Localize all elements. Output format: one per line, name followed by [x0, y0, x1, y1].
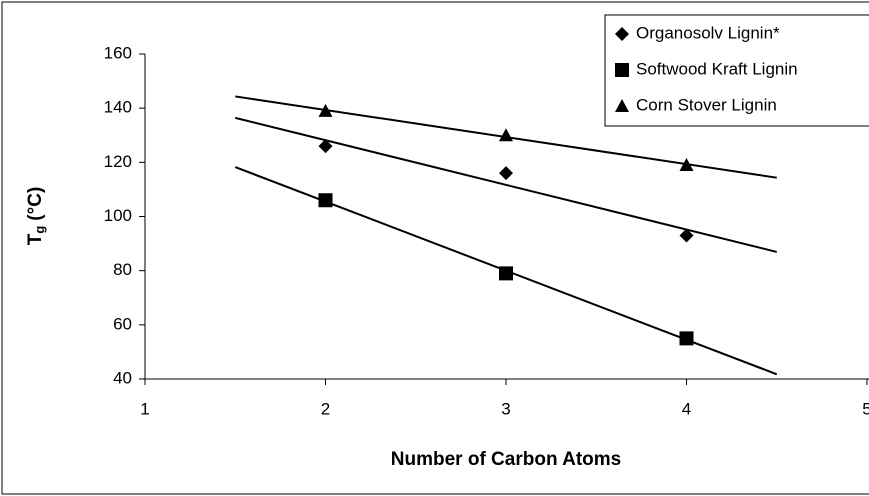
x-tick-label: 3	[501, 399, 510, 418]
marker-square	[615, 63, 629, 77]
y-tick-label: 60	[113, 314, 132, 333]
marker-triangle	[615, 99, 629, 112]
marker-diamond	[615, 27, 629, 41]
marker-square	[499, 266, 513, 281]
legend-label: Organosolv Lignin*	[636, 23, 780, 42]
y-tick-label: 80	[113, 260, 132, 279]
marker-square	[318, 193, 333, 208]
x-axis-title: Number of Carbon Atoms	[391, 449, 621, 470]
y-axis-title-main: T	[25, 233, 46, 245]
x-tick-label: 2	[321, 399, 330, 418]
y-axis-title: Tg (°C)	[25, 187, 47, 246]
x-tick-label: 1	[140, 399, 149, 418]
y-tick-label: 40	[113, 368, 132, 387]
y-axis-title-unit: (°C)	[25, 187, 46, 221]
marker-triangle	[499, 128, 513, 142]
x-tick-label: 5	[862, 399, 869, 418]
legend-box	[604, 14, 869, 127]
marker-square	[679, 331, 694, 346]
marker-diamond	[679, 228, 694, 243]
marker-diamond	[318, 139, 333, 154]
legend-label: Corn Stover Lignin	[636, 95, 777, 114]
marker-diamond	[499, 166, 513, 181]
y-tick-label: 160	[104, 43, 132, 62]
y-tick-label: 100	[104, 206, 132, 225]
y-tick-label: 140	[104, 98, 132, 117]
marker-triangle	[318, 103, 333, 117]
marker-triangle	[679, 158, 694, 172]
y-tick-label: 120	[104, 152, 132, 171]
x-tick-label: 4	[682, 399, 691, 418]
legend-label: Softwood Kraft Lignin	[636, 59, 798, 78]
y-axis-title-subscript: g	[32, 226, 47, 234]
